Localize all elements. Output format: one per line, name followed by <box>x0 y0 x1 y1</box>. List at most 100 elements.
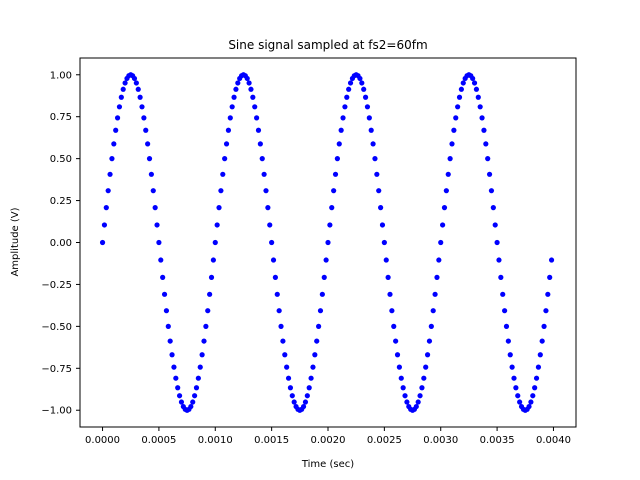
data-point <box>101 222 108 228</box>
data-point <box>310 364 316 370</box>
data-point <box>205 308 211 314</box>
data-point <box>387 291 393 297</box>
data-point <box>272 274 278 280</box>
data-point <box>426 338 433 344</box>
data-point <box>176 393 183 399</box>
y-tick-label: −0.25 <box>41 280 72 291</box>
data-point <box>331 188 337 194</box>
data-point <box>214 222 220 228</box>
data-point <box>545 291 551 297</box>
data-point <box>167 338 173 344</box>
data-point <box>169 352 175 358</box>
data-point <box>488 188 495 194</box>
data-point <box>381 239 387 246</box>
data-point <box>323 257 329 263</box>
data-point <box>430 308 436 314</box>
data-point <box>308 375 314 381</box>
data-point <box>317 308 324 314</box>
x-tick-label: 0.0025 <box>367 435 402 446</box>
data-point <box>515 393 521 399</box>
data-point <box>505 338 511 344</box>
data-point <box>424 352 431 358</box>
data-point <box>404 399 410 405</box>
data-point <box>347 80 354 86</box>
data-point <box>496 257 502 263</box>
data-point <box>257 141 263 147</box>
data-point <box>321 274 327 280</box>
data-point <box>547 274 553 280</box>
data-point <box>165 323 171 329</box>
data-point <box>163 308 170 314</box>
data-point <box>212 239 218 246</box>
data-point <box>362 94 369 100</box>
data-point <box>458 86 464 92</box>
x-tick-label: 0.0020 <box>311 435 346 446</box>
data-point <box>216 205 222 211</box>
data-point <box>507 352 513 358</box>
data-point <box>366 115 372 121</box>
x-tick-label: 0.0000 <box>85 435 120 446</box>
data-point <box>178 399 185 405</box>
data-point <box>443 188 449 194</box>
data-point <box>361 86 367 92</box>
data-point <box>455 104 461 110</box>
data-point <box>398 375 404 381</box>
y-tick-label: −0.50 <box>41 322 72 333</box>
data-point <box>423 364 429 370</box>
data-point <box>231 94 237 100</box>
data-point <box>535 364 542 370</box>
data-point <box>306 385 312 391</box>
data-point <box>103 205 109 211</box>
data-point <box>471 80 478 86</box>
data-point <box>150 188 156 194</box>
data-point <box>389 308 395 314</box>
data-point <box>374 171 380 177</box>
data-point <box>417 393 423 399</box>
x-tick-label: 0.0030 <box>423 435 458 446</box>
data-point <box>500 291 506 297</box>
data-point <box>137 94 143 100</box>
data-point <box>246 80 252 86</box>
data-point <box>530 393 536 399</box>
data-point <box>332 171 339 177</box>
data-point <box>280 338 286 344</box>
data-point <box>195 375 201 381</box>
data-point <box>486 171 493 177</box>
data-point <box>105 188 111 194</box>
data-point <box>254 115 260 121</box>
data-point <box>319 291 325 297</box>
data-point <box>502 308 508 314</box>
data-point <box>498 274 504 280</box>
data-point <box>396 364 402 370</box>
data-point <box>223 141 230 147</box>
data-point <box>428 323 434 329</box>
data-point <box>252 104 258 110</box>
data-point <box>276 308 282 314</box>
data-point <box>175 385 181 391</box>
data-point <box>193 385 200 391</box>
data-point <box>336 141 342 147</box>
data-point <box>370 141 376 147</box>
data-point <box>400 385 406 391</box>
data-point <box>114 115 121 121</box>
data-point <box>265 205 271 211</box>
data-point <box>533 375 540 381</box>
y-axis-ticks: −1.00 −0.75 −0.50 −0.25 0.00 0.25 0.50 0.75 1.00 <box>41 70 80 417</box>
data-point <box>192 393 198 399</box>
data-point <box>208 274 215 280</box>
data-point <box>483 141 489 147</box>
data-point <box>259 156 265 162</box>
data-point <box>473 86 480 92</box>
data-point <box>267 222 273 228</box>
data-point <box>413 403 419 410</box>
data-point <box>440 222 446 228</box>
data-point <box>141 115 147 121</box>
y-tick-label: 0.25 <box>50 196 72 207</box>
data-point <box>481 127 487 133</box>
data-point <box>451 127 457 133</box>
data-point <box>263 188 269 194</box>
data-point <box>490 205 496 211</box>
data-point <box>385 274 391 280</box>
data-point <box>120 86 126 92</box>
data-point <box>291 399 297 405</box>
